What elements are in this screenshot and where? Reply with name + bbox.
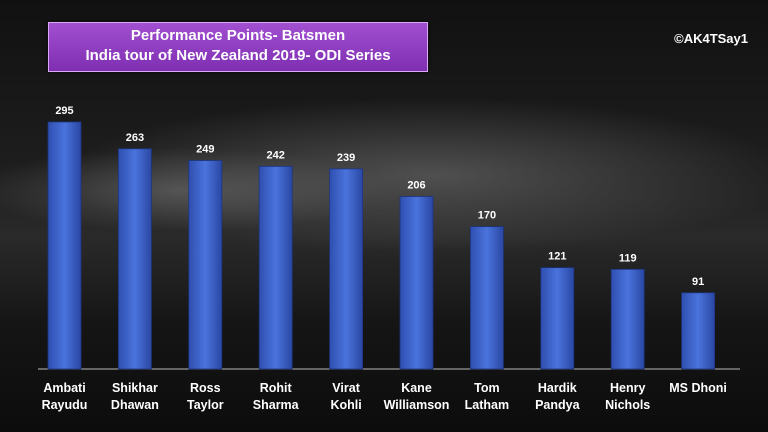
category-label: Latham <box>465 398 509 412</box>
data-label: 91 <box>692 276 704 288</box>
category-label: MS Dhoni <box>669 381 727 395</box>
category-label: Ambati <box>43 381 85 395</box>
data-label: 119 <box>619 252 637 264</box>
bar <box>469 226 504 370</box>
category-label: Tom <box>474 381 499 395</box>
credit-label: ©AK4TSay1 <box>674 31 748 46</box>
category-label: Kane <box>401 381 432 395</box>
bar <box>118 148 152 370</box>
bar <box>188 160 223 370</box>
chart-title: Performance Points- Batsmen <box>130 27 346 44</box>
bar <box>681 292 715 370</box>
category-label: Rayudu <box>42 398 88 412</box>
bar <box>540 267 575 370</box>
bar <box>47 121 82 370</box>
data-label: 263 <box>126 132 144 144</box>
chart-title-box: Performance Points- Batsmen India tour o… <box>48 22 428 72</box>
data-label: 206 <box>407 180 425 192</box>
category-label: Henry <box>610 381 645 395</box>
bar <box>258 165 293 370</box>
category-label: Nichols <box>605 398 650 412</box>
data-label: 295 <box>55 105 73 117</box>
category-label: Rohit <box>260 381 293 395</box>
category-label: Taylor <box>187 398 224 412</box>
category-label: Kohli <box>330 398 361 412</box>
data-label: 242 <box>267 149 285 161</box>
category-label: Sharma <box>253 398 300 412</box>
category-label: Pandya <box>535 398 581 412</box>
category-label: Virat <box>332 381 360 395</box>
data-label: 170 <box>478 210 496 222</box>
category-label: Ross <box>190 381 221 395</box>
bar <box>329 168 364 370</box>
category-label: Williamson <box>384 398 450 412</box>
chart-subtitle: India tour of New Zealand 2019- ODI Seri… <box>85 47 391 64</box>
category-label: Shikhar <box>112 381 158 395</box>
category-label: Dhawan <box>111 398 159 412</box>
bar <box>399 196 434 370</box>
bar <box>610 268 645 370</box>
category-label: Hardik <box>538 381 577 395</box>
data-label: 239 <box>337 152 355 164</box>
data-label: 249 <box>196 144 214 156</box>
data-label: 121 <box>548 251 566 263</box>
